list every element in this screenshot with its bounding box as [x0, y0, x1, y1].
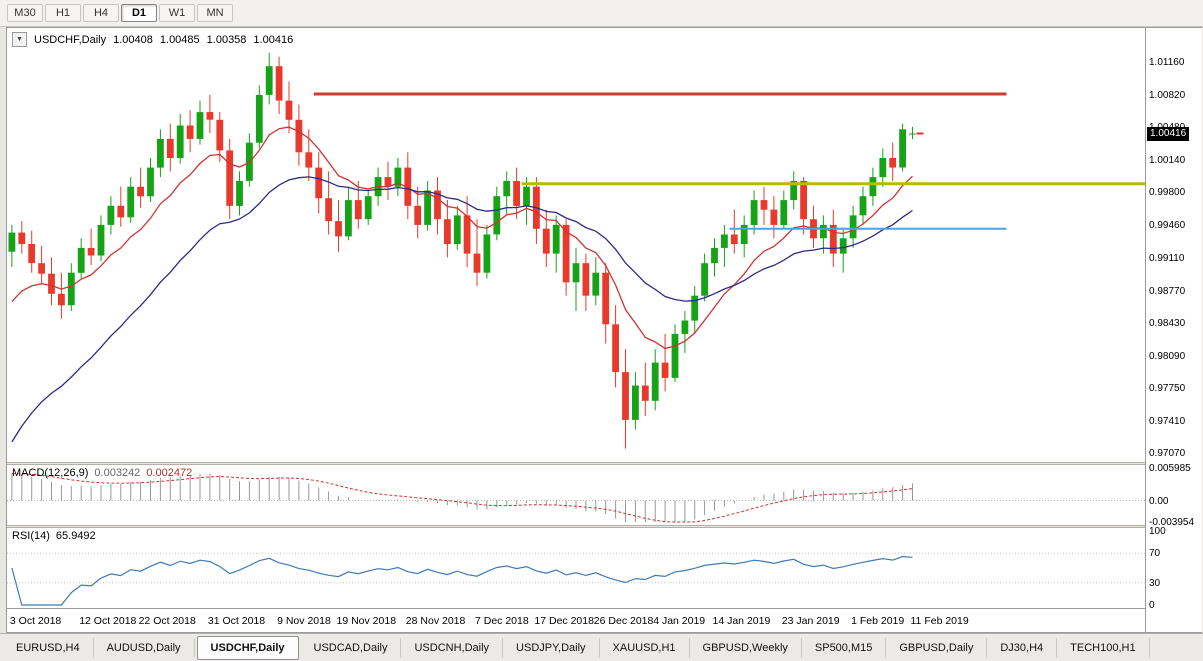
rsi-value: 65.9492: [55, 530, 96, 542]
ohlc-close-value: 1.00416: [253, 33, 294, 46]
chart-tab-usdcad-daily[interactable]: USDCAD,Daily: [301, 637, 402, 658]
chart-tab-audusd-daily[interactable]: AUDUSD,Daily: [94, 637, 195, 658]
macd-panel-header: MACD(12,26,9) 0.003242 0.002472: [12, 467, 192, 479]
timeframe-button-h1[interactable]: H1: [45, 4, 81, 22]
chart-tabbar: EURUSD,H4 AUDUSD,Daily USDCHF,Daily USDCAD,…: [0, 633, 1203, 661]
price-axis-label: 0.97410: [1149, 415, 1186, 427]
date-axis-label: 1 Feb 2019: [851, 615, 905, 627]
chart-dropdown-button[interactable]: ▼: [12, 32, 27, 47]
price-axis-label: 0.97070: [1149, 448, 1186, 460]
price-axis-label: 0.98770: [1149, 285, 1186, 297]
macd-main-value: 0.003242: [94, 467, 141, 479]
price-axis-label: 0.99110: [1149, 253, 1185, 265]
rsi-panel-canvas[interactable]: [7, 528, 1145, 608]
timeframe-button-h4[interactable]: H4: [83, 4, 119, 22]
chart-tab-eurusd-h4[interactable]: EURUSD,H4: [3, 637, 94, 658]
macd-signal-value: 0.002472: [146, 467, 193, 479]
price-axis: 1.011601.008201.004801.001400.998000.994…: [1145, 28, 1202, 632]
main-chart-canvas[interactable]: [7, 28, 1145, 462]
rsi-name-label: RSI(14): [12, 530, 50, 542]
rsi-axis-label: 0: [1149, 600, 1155, 611]
chart-tab-tech100-h1[interactable]: TECH100,H1: [1057, 637, 1150, 658]
chart-tab-usdcnh-daily[interactable]: USDCNH,Daily: [401, 637, 504, 658]
panel-splitter-rsi[interactable]: [7, 525, 1145, 528]
date-axis-label: 17 Dec 2018: [534, 615, 594, 627]
price-axis-label: 1.00140: [1149, 154, 1186, 166]
panel-splitter-macd[interactable]: [7, 462, 1145, 465]
price-axis-label: 0.99800: [1149, 187, 1186, 199]
chart-symbol-label: USDCHF,Daily: [34, 33, 107, 46]
rsi-line: [11, 555, 913, 606]
chart-tab-gbpusd-weekly[interactable]: GBPUSD,Weekly: [690, 637, 802, 658]
timeframe-button-m30[interactable]: M30: [7, 4, 43, 22]
rsi-axis-label: 30: [1149, 577, 1161, 589]
macd-axis-label: -0.003954: [1149, 517, 1195, 528]
timeframe-button-w1[interactable]: W1: [159, 4, 195, 22]
candles: [8, 52, 916, 449]
date-axis-label: 4 Jan 2019: [653, 615, 706, 627]
price-axis-label: 1.01160: [1149, 57, 1185, 69]
chart-region: ▼ USDCHF,Daily 1.00408 1.00485 1.00358 1…: [6, 27, 1202, 633]
price-axis-label: 0.97750: [1149, 383, 1186, 395]
chart-plot-area[interactable]: [7, 28, 1145, 632]
macd-axis-label: 0.005985: [1149, 463, 1191, 474]
rsi-panel-header: RSI(14) 65.9492: [12, 530, 96, 542]
date-axis: 3 Oct 2018 12 Oct 2018 22 Oct 2018 31 Oct 2…: [7, 608, 1145, 632]
timeframe-button-mn[interactable]: MN: [197, 4, 233, 22]
date-axis-label: 14 Jan 2019: [712, 615, 771, 627]
rsi-axis-label: 100: [1149, 526, 1166, 537]
macd-name-label: MACD(12,26,9): [12, 467, 89, 479]
date-axis-label: 28 Nov 2018: [405, 615, 466, 627]
price-axis-label: 0.98430: [1149, 318, 1186, 330]
ohlc-low-value: 1.00358: [206, 33, 247, 46]
date-axis-label: 19 Nov 2018: [336, 615, 397, 627]
chart-tab-gbpusd-daily[interactable]: GBPUSD,Daily: [886, 637, 988, 658]
date-axis-label: 9 Nov 2018: [277, 615, 331, 627]
chart-tab-dj30-h4[interactable]: DJ30,H4: [987, 637, 1058, 658]
macd-axis-label: 0.00: [1149, 495, 1169, 507]
chart-tab-usdjpy-daily[interactable]: USDJPY,Daily: [503, 637, 600, 658]
moving-average-line: [11, 126, 913, 350]
chart-tab-sp500-m15[interactable]: SP500,M15: [802, 637, 887, 658]
chart-header: ▼ USDCHF,Daily 1.00408 1.00485 1.00358 1…: [12, 32, 293, 47]
date-axis-label: 26 Dec 2018: [593, 615, 654, 627]
current-price-badge: 1.00416: [1147, 126, 1190, 141]
macd-panel-canvas[interactable]: [7, 465, 1145, 525]
ohlc-open-value: 1.00408: [113, 33, 153, 46]
ohlc-high-value: 1.00485: [159, 33, 200, 46]
moving-average-line: [11, 176, 913, 443]
date-axis-label: 23 Jan 2019: [781, 615, 840, 627]
price-axis-label: 1.00820: [1149, 89, 1186, 101]
price-axis-label: 0.99460: [1149, 219, 1186, 231]
date-axis-label: 7 Dec 2018: [475, 615, 529, 627]
date-axis-label: 11 Feb 2019: [910, 615, 969, 627]
date-axis-label: 31 Oct 2018: [207, 615, 266, 627]
macd-signal-line: [11, 473, 913, 523]
date-axis-label: 12 Oct 2018: [79, 615, 137, 627]
timeframe-button-d1[interactable]: D1: [121, 4, 157, 22]
price-axis-label: 0.98090: [1149, 350, 1186, 362]
date-axis-label: 22 Oct 2018: [138, 615, 196, 627]
timeframe-toolbar: M30 H1 H4 D1 W1 MN: [0, 0, 1203, 27]
chart-tab-usdchf-daily[interactable]: USDCHF,Daily: [196, 635, 299, 660]
rsi-axis-label: 70: [1149, 548, 1161, 560]
date-axis-label: 3 Oct 2018: [9, 615, 62, 627]
chart-tab-xauusd-h1[interactable]: XAUUSD,H1: [600, 637, 690, 658]
